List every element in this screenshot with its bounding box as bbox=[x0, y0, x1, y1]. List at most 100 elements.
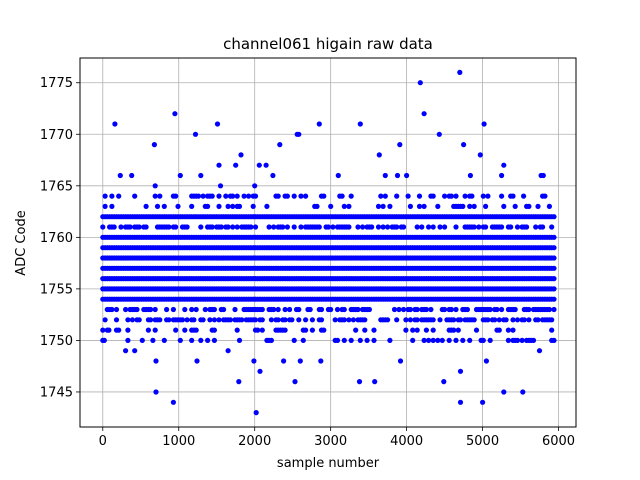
x-ticks: 0 1000 2000 3000 4000 5000 6000 bbox=[99, 427, 575, 449]
data-point bbox=[252, 193, 259, 199]
y-tick-label: 1760 bbox=[40, 231, 73, 246]
data-point bbox=[102, 317, 108, 323]
data-point bbox=[505, 327, 511, 333]
data-point bbox=[467, 203, 473, 209]
data-point bbox=[256, 162, 262, 168]
data-point bbox=[394, 224, 400, 230]
data-point bbox=[407, 203, 413, 209]
data-point bbox=[214, 121, 221, 127]
data-point bbox=[346, 317, 352, 323]
data-point bbox=[549, 317, 555, 323]
data-point bbox=[255, 327, 261, 333]
data-point bbox=[410, 327, 416, 333]
data-point bbox=[369, 224, 375, 230]
data-point bbox=[457, 317, 464, 323]
data-point bbox=[461, 142, 467, 148]
data-point bbox=[225, 203, 231, 209]
data-point bbox=[494, 306, 500, 313]
data-point bbox=[341, 306, 347, 313]
data-point bbox=[221, 306, 227, 313]
data-point bbox=[334, 306, 341, 313]
x-tick-label: 0 bbox=[99, 434, 107, 449]
data-point bbox=[129, 172, 135, 179]
data-point bbox=[448, 193, 454, 199]
data-point bbox=[480, 193, 486, 199]
data-point bbox=[348, 337, 354, 343]
data-point bbox=[298, 193, 304, 199]
data-point bbox=[194, 358, 200, 364]
data-point bbox=[407, 317, 413, 323]
data-point bbox=[193, 306, 199, 313]
data-point bbox=[123, 348, 129, 354]
data-point bbox=[403, 327, 409, 333]
data-point bbox=[216, 203, 222, 209]
data-point bbox=[341, 317, 347, 323]
y-ticks: 1745 1750 1755 1760 1765 1770 1775 bbox=[40, 76, 80, 400]
data-point bbox=[218, 224, 224, 230]
data-point bbox=[451, 327, 457, 333]
data-point bbox=[457, 69, 463, 75]
x-axis-label: sample number bbox=[277, 456, 380, 471]
data-point bbox=[508, 224, 514, 230]
data-point bbox=[227, 317, 233, 323]
data-point bbox=[353, 327, 359, 333]
data-point bbox=[436, 131, 442, 137]
data-point bbox=[519, 337, 525, 343]
data-point bbox=[416, 203, 423, 209]
data-point bbox=[284, 224, 290, 230]
data-point bbox=[460, 337, 466, 343]
data-point bbox=[253, 410, 259, 416]
data-point bbox=[476, 224, 482, 230]
data-point bbox=[442, 224, 448, 230]
data-point bbox=[284, 193, 290, 199]
data-point bbox=[211, 337, 217, 343]
data-point bbox=[239, 317, 245, 323]
data-point bbox=[184, 224, 190, 230]
data-point bbox=[540, 172, 546, 179]
data-point bbox=[477, 152, 483, 158]
data-point bbox=[175, 203, 181, 209]
data-point bbox=[471, 203, 477, 209]
data-point bbox=[396, 306, 402, 313]
data-point bbox=[551, 255, 557, 261]
data-point bbox=[401, 224, 407, 230]
y-tick-label: 1755 bbox=[40, 282, 73, 297]
data-point bbox=[189, 203, 195, 209]
data-point bbox=[492, 317, 498, 323]
data-point bbox=[551, 245, 557, 251]
data-point bbox=[410, 337, 416, 343]
data-point bbox=[230, 203, 236, 209]
data-point bbox=[480, 399, 486, 405]
plot-frame bbox=[79, 57, 577, 428]
data-point bbox=[328, 306, 334, 313]
data-point bbox=[209, 193, 215, 199]
data-point bbox=[375, 203, 382, 209]
data-point bbox=[442, 193, 448, 199]
data-point bbox=[134, 306, 140, 313]
data-point bbox=[198, 224, 204, 230]
data-point bbox=[316, 121, 322, 127]
data-point bbox=[182, 327, 188, 333]
data-point bbox=[499, 306, 505, 313]
data-point bbox=[385, 224, 391, 230]
data-point bbox=[487, 337, 493, 343]
data-point bbox=[514, 317, 521, 323]
data-point bbox=[464, 306, 470, 313]
data-point bbox=[535, 317, 541, 323]
data-point bbox=[473, 327, 480, 333]
data-point bbox=[499, 172, 505, 179]
data-point bbox=[378, 193, 384, 199]
data-point bbox=[225, 348, 231, 354]
data-point bbox=[152, 193, 158, 199]
data-point bbox=[280, 224, 286, 230]
data-point bbox=[530, 337, 537, 343]
data-point bbox=[536, 348, 543, 354]
data-point bbox=[297, 358, 303, 364]
data-point bbox=[346, 224, 352, 230]
data-point bbox=[328, 203, 334, 209]
data-point bbox=[423, 327, 429, 333]
data-point bbox=[236, 337, 243, 343]
data-point bbox=[549, 327, 555, 333]
data-point bbox=[281, 358, 287, 364]
